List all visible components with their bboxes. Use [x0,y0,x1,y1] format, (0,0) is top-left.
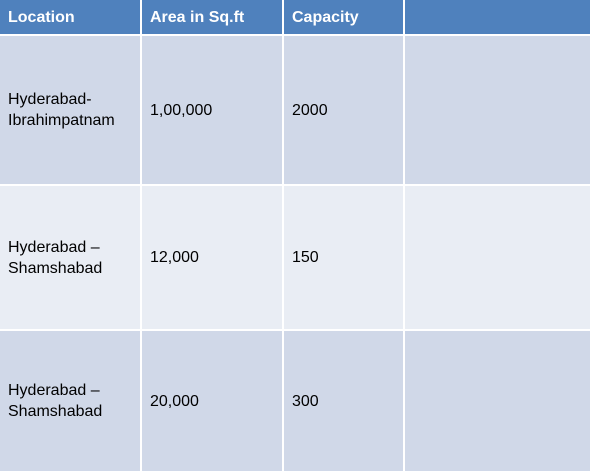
row3-area: 20,000 [142,331,282,471]
row2-capacity: 150 [284,186,403,329]
header-capacity: Capacity [284,0,403,34]
row1-extra [405,36,590,184]
row2-extra [405,186,590,329]
row1-capacity: 2000 [284,36,403,184]
header-empty [405,0,590,34]
header-location: Location [0,0,140,34]
row3-location: Hyderabad – Shamshabad [0,331,140,471]
row2-location: Hyderabad – Shamshabad [0,186,140,329]
row1-location: Hyderabad- Ibrahimpatnam [0,36,140,184]
row1-area: 1,00,000 [142,36,282,184]
header-area: Area in Sq.ft [142,0,282,34]
row3-extra [405,331,590,471]
row3-capacity: 300 [284,331,403,471]
row2-area: 12,000 [142,186,282,329]
